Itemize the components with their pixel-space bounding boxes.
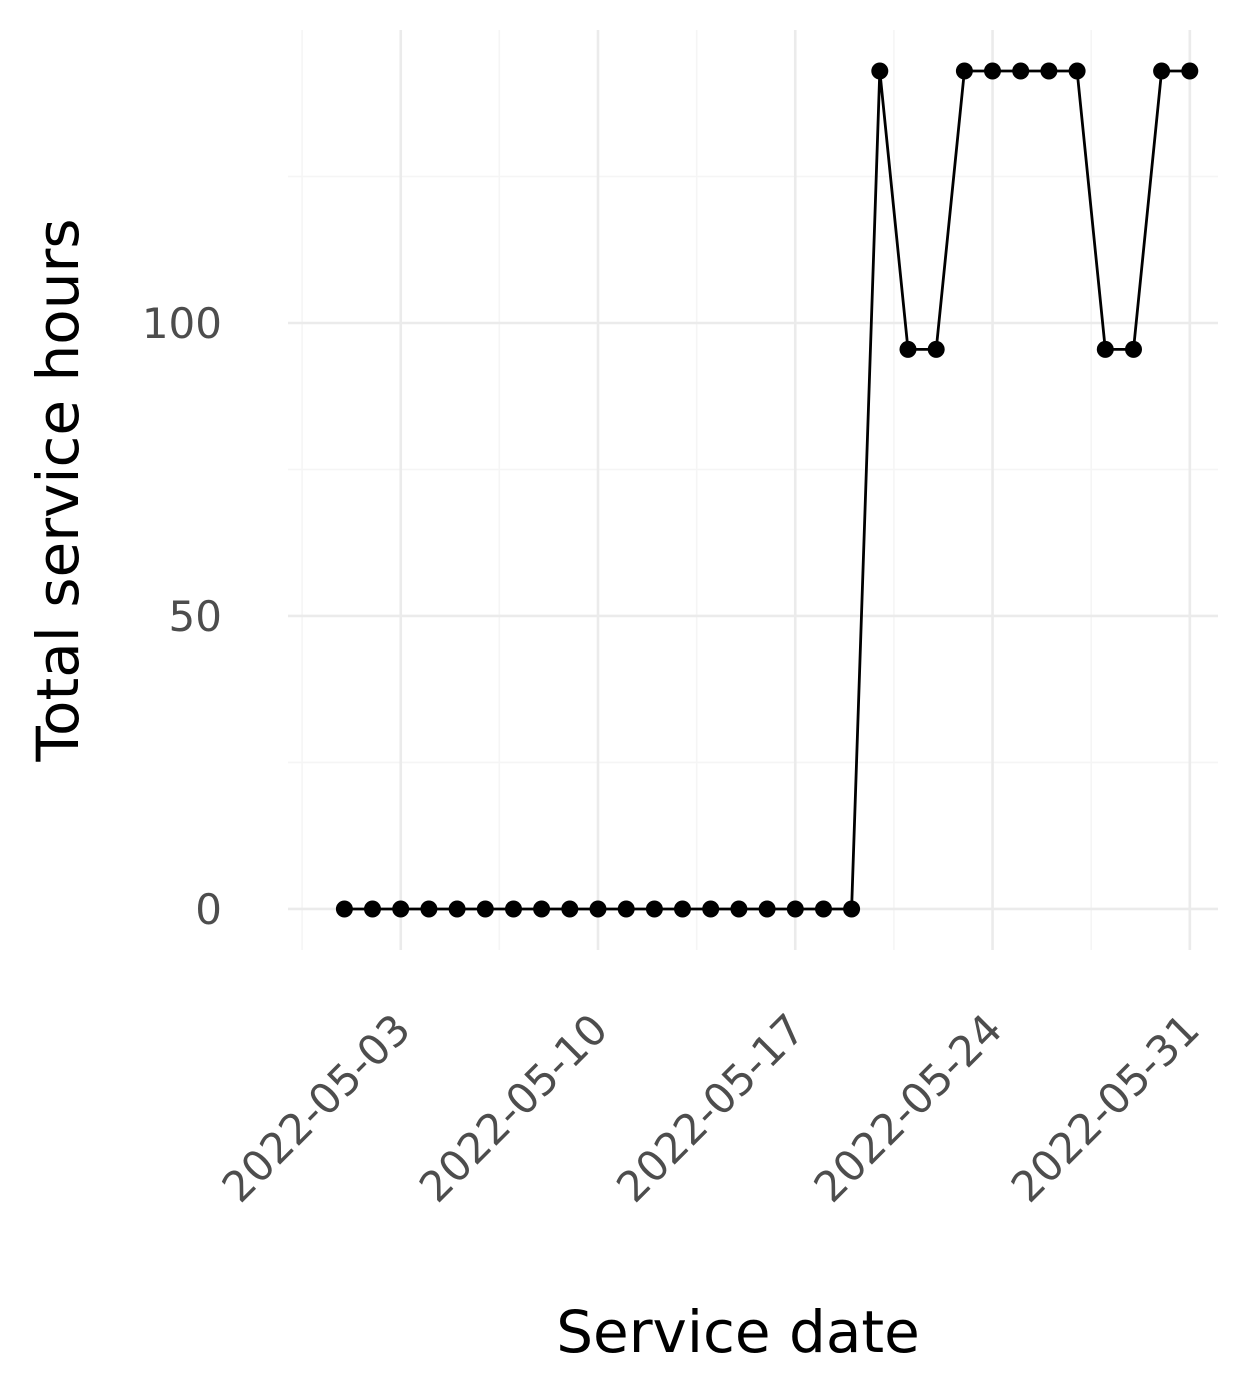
data-point bbox=[984, 62, 1001, 80]
major-y-gridlines bbox=[288, 321, 1218, 911]
x-tick-label: 2022-05-17 bbox=[607, 1004, 814, 1211]
data-point bbox=[927, 340, 945, 358]
y-tick-label: 100 bbox=[142, 299, 222, 348]
y-tick-label: 50 bbox=[169, 592, 222, 641]
data-point bbox=[645, 900, 663, 918]
data-point bbox=[843, 900, 861, 918]
data-point bbox=[1040, 62, 1058, 80]
data-point bbox=[674, 900, 691, 918]
data-point bbox=[815, 900, 832, 918]
data-point bbox=[1125, 340, 1142, 358]
x-tick-label: 2022-05-24 bbox=[804, 1004, 1011, 1211]
data-point bbox=[420, 900, 438, 918]
data-point bbox=[1153, 62, 1171, 80]
data-point bbox=[955, 62, 973, 80]
series-layer bbox=[344, 69, 1190, 911]
minor-y-gridlines bbox=[288, 175, 1218, 764]
x-tick-label: 2022-05-31 bbox=[1002, 1004, 1209, 1211]
y-axis-title: Total service hours bbox=[24, 218, 92, 762]
data-point bbox=[505, 900, 522, 918]
data-point bbox=[476, 900, 494, 918]
data-point bbox=[758, 900, 776, 918]
data-point bbox=[617, 900, 635, 918]
points-layer bbox=[335, 62, 1199, 918]
x-axis-title: Service date bbox=[556, 1298, 920, 1366]
data-point bbox=[589, 900, 607, 918]
data-point bbox=[786, 900, 804, 918]
data-point bbox=[1181, 62, 1199, 80]
data-point bbox=[392, 900, 410, 918]
data-point bbox=[448, 900, 466, 918]
series-line bbox=[344, 69, 1190, 911]
data-point bbox=[1096, 340, 1114, 358]
y-tick-labels: 0 50 100 bbox=[142, 299, 222, 934]
y-tick-label: 0 bbox=[195, 885, 222, 934]
data-point bbox=[1012, 62, 1030, 80]
data-point bbox=[730, 900, 748, 918]
minor-x-gridlines bbox=[301, 30, 1092, 950]
data-point bbox=[533, 900, 551, 918]
x-tick-labels: 2022-05-032022-05-102022-05-172022-05-24… bbox=[213, 1004, 1209, 1211]
data-point bbox=[899, 340, 917, 358]
major-x-gridlines bbox=[399, 30, 1192, 950]
x-tick-label: 2022-05-10 bbox=[410, 1004, 617, 1211]
data-point bbox=[871, 62, 889, 80]
data-point bbox=[364, 900, 381, 918]
data-point bbox=[702, 900, 720, 918]
data-point bbox=[335, 900, 353, 918]
x-tick-label: 2022-05-03 bbox=[213, 1004, 420, 1211]
data-point bbox=[1068, 62, 1086, 80]
data-point bbox=[561, 900, 579, 918]
